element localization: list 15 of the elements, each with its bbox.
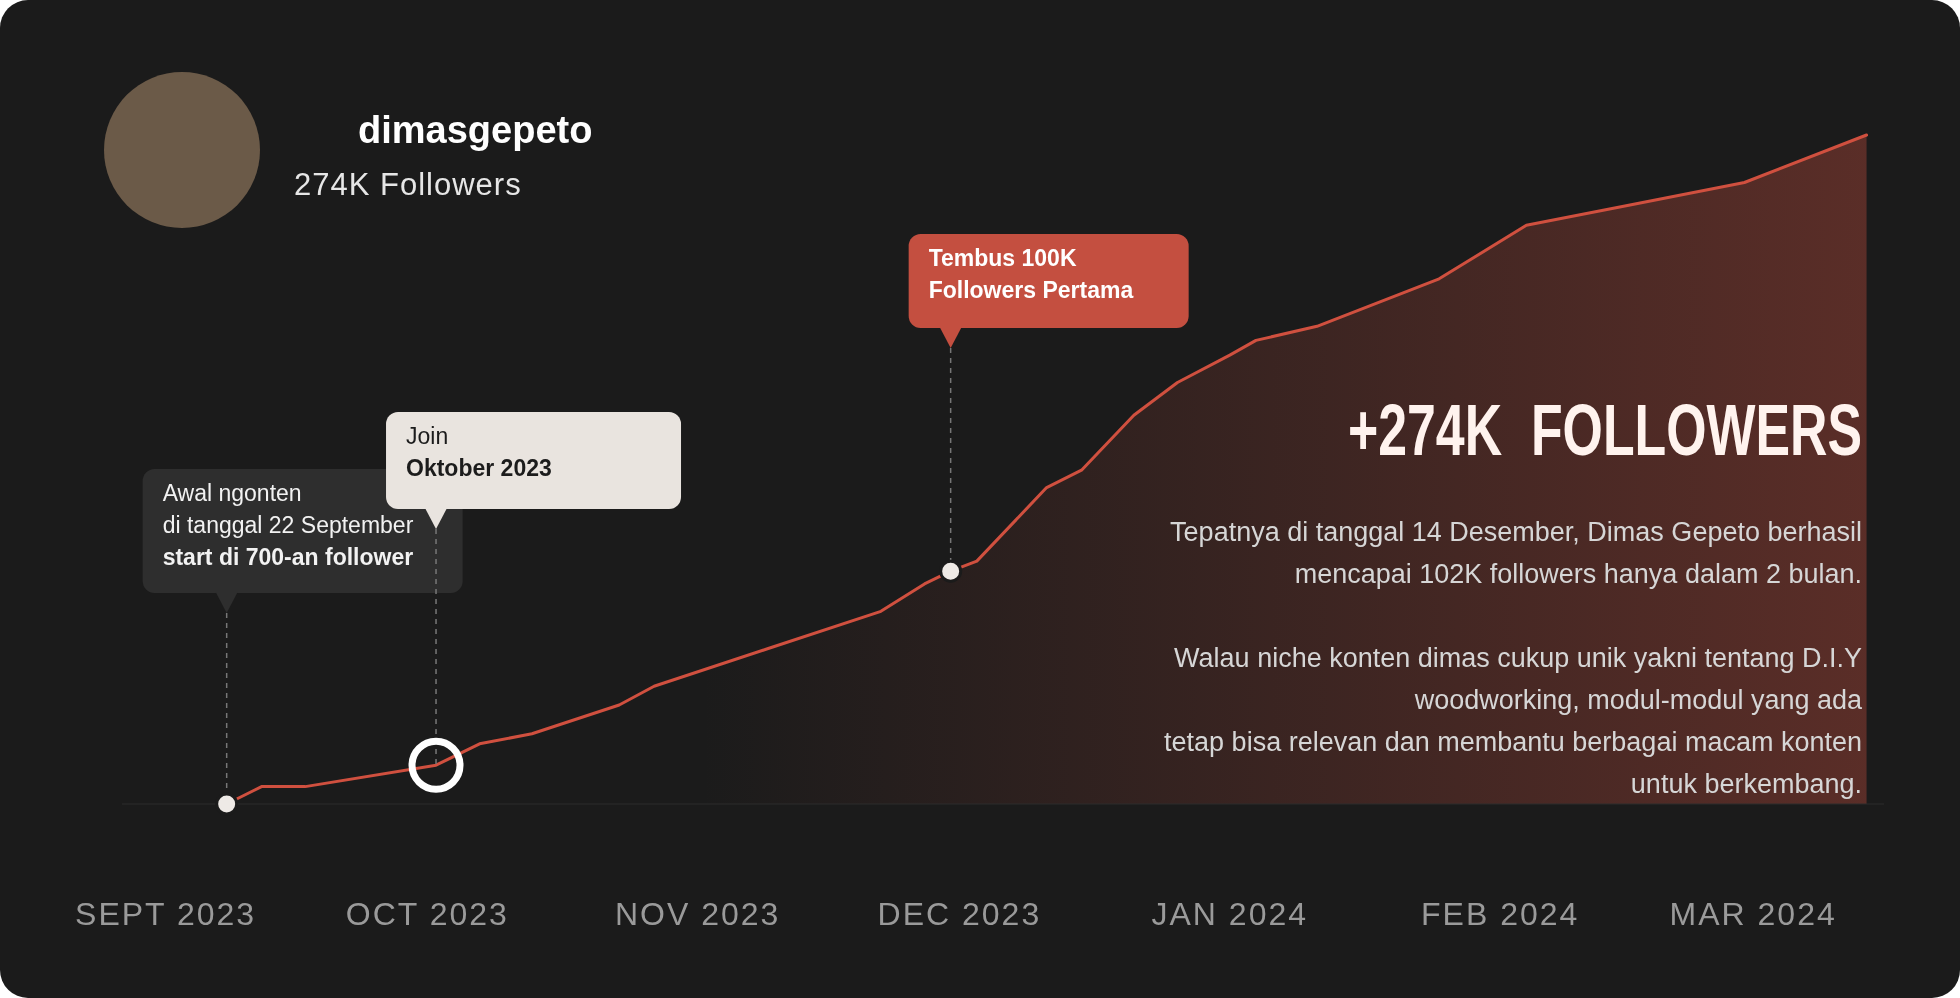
x-tick-label: NOV 2023	[614, 896, 781, 932]
annotation: Join Oktober 2023	[406, 423, 552, 481]
annotation: +274K FOLLOWERS	[1347, 389, 1862, 470]
x-tick-label: FEB 2024	[1421, 896, 1580, 932]
annotation: Tembus 100K Followers Pertama	[928, 245, 1134, 303]
x-tick-label: SEPT 2023	[75, 896, 257, 932]
x-tick-label: OCT 2023	[345, 896, 509, 932]
annotation: Walau niche konten dimas cukup unik yakni tentang D.I.Y woodworking, modul-modul yang ada tetap bisa relevan dan membantu berbagai macam konten untuk berkembang.	[1164, 643, 1863, 799]
x-tick-label: JAN 2024	[1151, 896, 1309, 932]
chart-title: dimasgepeto	[358, 109, 593, 151]
x-tick-label: DEC 2023	[877, 896, 1042, 932]
annotation: Tepatnya di tanggal 14 Desember, Dimas Gepeto berhasil mencapai 102K followers hanya dalam 2 bulan.	[1170, 517, 1862, 589]
text: 274K Followers	[294, 167, 522, 202]
annotation: Awal ngonten di tanggal 22 September start di 700-an follower	[162, 480, 414, 570]
x-tick-label: MAR 2024	[1669, 896, 1837, 932]
